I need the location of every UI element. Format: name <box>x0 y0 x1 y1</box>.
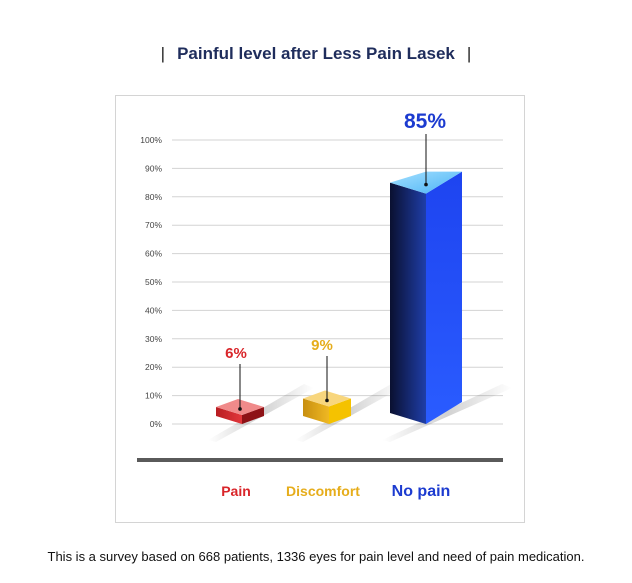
y-tick-label: 20% <box>145 362 162 372</box>
value-pointer-dot <box>424 182 428 187</box>
value-pointer-dot <box>238 407 242 411</box>
bar-front-face <box>303 398 329 424</box>
chart-frame <box>115 95 525 523</box>
bar-front-face <box>216 406 242 424</box>
y-tick-label: 70% <box>145 220 162 230</box>
bar-pain: 6% <box>208 345 314 442</box>
bar-discomfort: 9% <box>295 337 401 442</box>
category-label-no-pain: No pain <box>392 483 451 500</box>
y-tick-label: 0% <box>150 419 163 429</box>
chart-title: Painful level after Less Pain Lasek <box>177 44 455 63</box>
value-label-no-pain: 85% <box>404 110 446 133</box>
bar-layer: 6% 9% 85% <box>208 110 512 442</box>
y-tick-label: 60% <box>145 249 162 259</box>
value-pointer-dot <box>325 398 329 403</box>
bar-front-face <box>390 182 426 424</box>
y-tick-label: 90% <box>145 163 162 173</box>
category-label-layer: Pain Discomfort No pain <box>221 483 450 500</box>
bar-shadow <box>382 384 512 442</box>
bar-side-face <box>329 398 351 424</box>
survey-footnote: This is a survey based on 668 patients, … <box>47 549 585 564</box>
y-tick-label: 100% <box>140 135 162 145</box>
value-label-pain: 6% <box>225 345 247 362</box>
chart-title-wrap: | Painful level after Less Pain Lasek | <box>160 44 472 63</box>
y-tick-label: 80% <box>145 192 162 202</box>
category-label-discomfort: Discomfort <box>286 483 360 499</box>
y-tick-label: 10% <box>145 391 162 401</box>
y-tick-label: 40% <box>145 305 162 315</box>
y-tick-label: 30% <box>145 334 162 344</box>
y-tick-label: 50% <box>145 277 162 287</box>
x-axis-baseline <box>137 458 503 462</box>
value-label-discomfort: 9% <box>311 337 333 354</box>
bar-no-pain: 85% <box>382 110 512 442</box>
category-label-pain: Pain <box>221 483 251 499</box>
y-tick-layer: 0% 10% 20% 30% 40% 50% 60% 70% 80% 90% 100% <box>140 135 162 429</box>
bar-side-face <box>242 406 264 424</box>
bar-side-face <box>426 171 462 424</box>
